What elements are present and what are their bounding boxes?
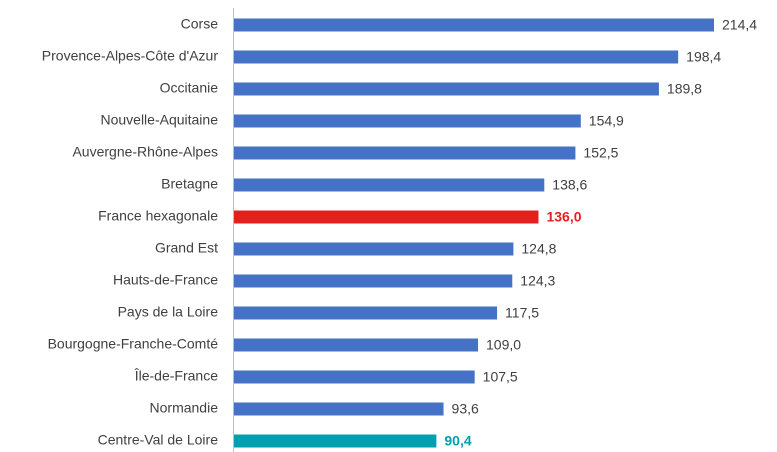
category-label: Île-de-France	[134, 368, 218, 384]
value-label: 136,0	[546, 209, 581, 225]
bar	[234, 82, 659, 96]
category-label: Normandie	[150, 400, 219, 416]
bar	[234, 402, 444, 416]
category-label: Nouvelle-Aquitaine	[100, 112, 218, 128]
value-label: 214,4	[722, 17, 757, 33]
value-label: 90,4	[444, 433, 471, 449]
category-label: Hauts-de-France	[113, 272, 218, 288]
bar	[234, 50, 679, 64]
bar	[234, 338, 479, 352]
value-label: 138,6	[552, 177, 587, 193]
value-label: 109,0	[486, 337, 521, 353]
category-label: Centre-Val de Loire	[98, 432, 219, 448]
bar	[234, 242, 514, 256]
bar	[234, 434, 437, 448]
value-label: 124,8	[521, 241, 556, 257]
category-label: Provence-Alpes-Côte d'Azur	[42, 48, 219, 64]
bar	[234, 146, 576, 160]
bar	[234, 210, 539, 224]
category-label: France hexagonale	[98, 208, 218, 224]
category-label: Pays de la Loire	[118, 304, 219, 320]
category-label: Bretagne	[161, 176, 218, 192]
category-label: Auvergne-Rhône-Alpes	[72, 144, 218, 160]
bar	[234, 274, 513, 288]
value-label: 189,8	[667, 81, 702, 97]
value-label: 124,3	[520, 273, 555, 289]
value-label: 117,5	[505, 305, 539, 321]
category-label: Corse	[181, 16, 219, 32]
category-label: Bourgogne-Franche-Comté	[48, 336, 219, 352]
category-label: Occitanie	[160, 80, 219, 96]
bar	[234, 178, 545, 192]
value-label: 152,5	[583, 145, 618, 161]
bar	[234, 18, 714, 32]
value-label: 198,4	[686, 49, 721, 65]
value-label: 154,9	[589, 113, 624, 129]
bar	[234, 114, 581, 128]
value-label: 107,5	[483, 369, 518, 385]
category-label: Grand Est	[155, 240, 218, 256]
value-label: 93,6	[452, 401, 479, 417]
bar	[234, 370, 475, 384]
bar	[234, 306, 498, 320]
